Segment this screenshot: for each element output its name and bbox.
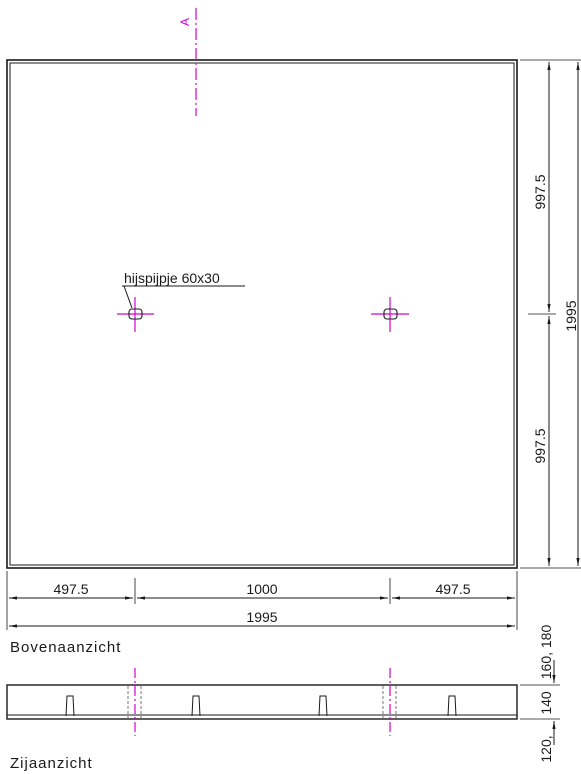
lifting-point-left xyxy=(117,297,154,332)
dim-bottom-overall: 1995 xyxy=(246,609,277,625)
dim-right-overall: 1995 xyxy=(563,300,579,331)
callout-text: hijspijpje 60x30 xyxy=(124,270,220,286)
section-line-a: A xyxy=(178,8,197,116)
dim-bottom-right: 497.5 xyxy=(435,581,470,597)
view-label-side: Zijaanzicht xyxy=(10,755,93,772)
dim-right-upper: 997.5 xyxy=(532,174,548,209)
dimension-bottom: 497.5 1000 497.5 1995 xyxy=(6,571,518,630)
dim-right-lower: 997.5 xyxy=(532,428,548,463)
dim-bottom-left: 497.5 xyxy=(53,581,88,597)
dim-side-bottom: 120, xyxy=(538,735,554,762)
lifting-point-right xyxy=(371,297,409,332)
view-label-top: Bovenaanzicht xyxy=(10,639,121,656)
plate-side-view xyxy=(6,668,518,736)
dim-bottom-middle: 1000 xyxy=(246,581,277,597)
dim-side-top: 160, 180 xyxy=(538,625,554,680)
plate-top-view xyxy=(6,59,518,569)
callout-lifting-eye: hijspijpje 60x30 xyxy=(122,270,245,309)
section-marker: A xyxy=(178,18,192,26)
dim-side-mid: 140 xyxy=(538,691,554,715)
dimension-side: 160, 180 140 120, xyxy=(520,625,560,763)
dimension-right: 997.5 997.5 1995 xyxy=(520,59,581,569)
